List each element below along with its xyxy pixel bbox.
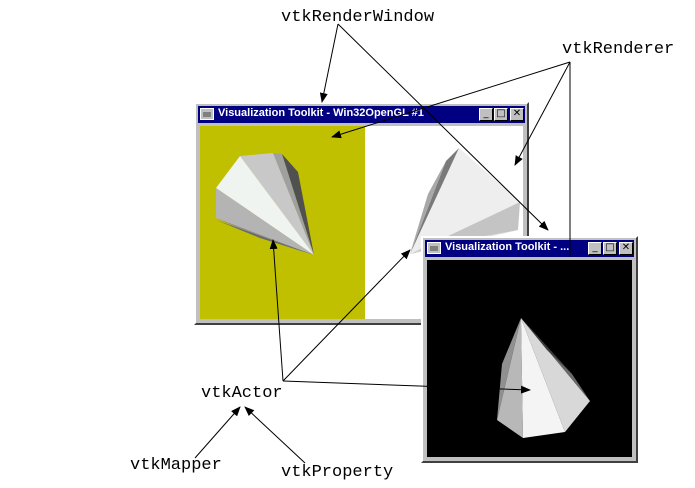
render-window-client <box>427 260 632 457</box>
title-bar[interactable]: Visualization Toolkit - ... _ □ ✕ <box>425 240 634 257</box>
window-icon <box>427 242 441 254</box>
cone-actor <box>497 318 590 438</box>
vtk-render-window-label: vtkRenderWindow <box>281 8 435 27</box>
title-bar[interactable]: Visualization Toolkit - Win32OpenGL #1 _… <box>198 106 525 123</box>
arrow-actor-to-window2-cone <box>282 380 531 394</box>
vtk-property-label: vtkProperty <box>281 463 394 482</box>
arrow-actor-to-right-cone <box>282 249 411 382</box>
minimize-button[interactable]: _ <box>479 108 493 121</box>
arrow-property-to-actor <box>244 406 306 464</box>
minimize-button[interactable]: _ <box>588 242 602 255</box>
arrow-renderer-to-right-viewport <box>514 61 571 166</box>
window-title: Visualization Toolkit - Win32OpenGL #1 <box>218 107 424 119</box>
arrow-renderer-to-left-viewport <box>331 61 571 139</box>
arrow-actor-to-left-cone <box>269 239 284 382</box>
window-title: Visualization Toolkit - ... <box>445 241 570 253</box>
vtk-mapper-label: vtkMapper <box>130 456 222 475</box>
maximize-button[interactable]: □ <box>603 242 617 255</box>
arrow-renderwindow-to-window2 <box>337 23 549 231</box>
close-button[interactable]: ✕ <box>510 108 524 121</box>
maximize-button[interactable]: □ <box>494 108 508 121</box>
close-button[interactable]: ✕ <box>619 242 633 255</box>
render-window-2-canvas <box>427 260 632 457</box>
cone-actor-left <box>216 153 314 255</box>
vtk-renderer-label: vtkRenderer <box>562 40 675 59</box>
render-window-2[interactable]: Visualization Toolkit - ... _ □ ✕ <box>421 236 638 463</box>
vtk-actor-label: vtkActor <box>201 384 283 403</box>
window-icon <box>200 108 214 120</box>
arrow-mapper-to-actor <box>194 406 241 459</box>
arrow-renderwindow-to-window1 <box>319 23 339 103</box>
